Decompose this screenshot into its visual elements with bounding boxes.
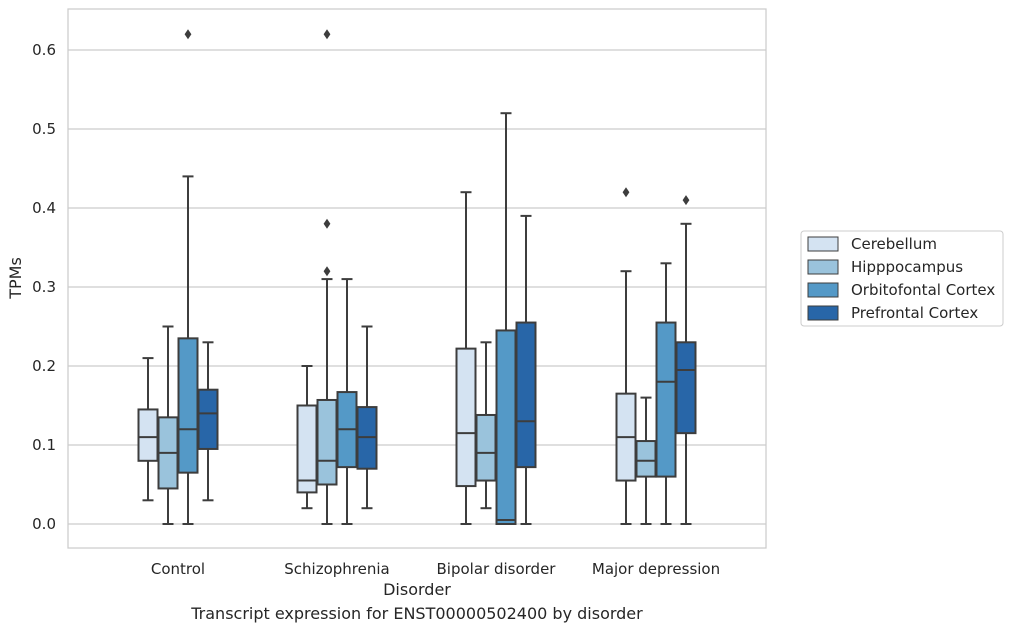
box-hipppocampus <box>316 29 338 525</box>
box-orbitofontal-cortex <box>495 112 517 526</box>
y-tick-label: 0.0 <box>32 515 56 533</box>
x-tick-labels: Control Schizophrenia Bipolar disorder Majo… <box>151 560 720 578</box>
box-body <box>296 404 318 494</box>
outlier-point <box>323 218 331 229</box>
box-orbitofontal-cortex <box>655 262 677 525</box>
box-body <box>316 398 338 486</box>
box-hipppocampus <box>635 396 657 525</box>
box-body <box>137 408 159 462</box>
legend-label: Hipppocampus <box>851 258 963 276</box>
legend-label: Cerebellum <box>851 235 937 253</box>
y-axis-label: TPMs <box>6 257 25 300</box>
boxes-layer <box>137 29 697 526</box>
box-body <box>475 413 497 482</box>
y-tick-label: 0.4 <box>32 199 56 217</box>
y-tick-label: 0.1 <box>32 436 56 454</box>
box-prefrontal-cortex <box>675 195 697 525</box>
outlier-point <box>323 29 331 40</box>
y-tick-label: 0.2 <box>32 357 56 375</box>
box-cerebellum <box>137 357 159 502</box>
x-axis-label: Disorder <box>383 580 451 599</box>
box-orbitofontal-cortex <box>336 278 358 525</box>
box-body <box>655 321 677 478</box>
box-orbitofontal-cortex <box>177 29 199 525</box>
y-tick-label: 0.5 <box>32 120 56 138</box>
x-tick-label: Major depression <box>592 560 720 578</box>
x-tick-label: Control <box>151 560 205 578</box>
y-tick-labels: 0.0 0.1 0.2 0.3 0.4 0.5 0.6 <box>32 41 56 533</box>
legend-swatch <box>807 305 839 321</box>
box-body <box>177 337 199 474</box>
box-cerebellum <box>455 191 477 525</box>
box-body <box>455 347 477 488</box>
box-body <box>675 341 697 435</box>
outlier-point <box>622 187 630 198</box>
legend-label: Orbitofontal Cortex <box>851 281 995 299</box>
outlier-point <box>184 29 192 40</box>
box-body <box>197 388 219 450</box>
box-hipppocampus <box>157 325 179 525</box>
box-cerebellum <box>615 187 637 525</box>
box-prefrontal-cortex <box>515 214 537 525</box>
figure-caption: Transcript expression for ENST0000050240… <box>191 604 643 623</box>
legend-frame <box>800 230 1004 327</box>
y-tick-label: 0.6 <box>32 41 56 59</box>
legend-swatch <box>807 282 839 298</box>
legend-swatch <box>807 236 839 252</box>
box-cerebellum <box>296 365 318 510</box>
x-tick-label: Schizophrenia <box>284 560 389 578</box>
box-hipppocampus <box>475 341 497 510</box>
legend-swatch <box>807 259 839 275</box>
box-body <box>495 329 517 526</box>
plot-frame <box>67 8 767 549</box>
y-tick-label: 0.3 <box>32 278 56 296</box>
box-body <box>515 321 537 469</box>
outlier-point <box>323 266 331 277</box>
x-tick-label: Bipolar disorder <box>437 560 557 578</box>
legend: Cerebellum Hipppocampus Orbitofontal Corte… <box>800 230 1004 327</box>
outlier-point <box>682 195 690 206</box>
box-prefrontal-cortex <box>197 341 219 502</box>
box-body <box>635 440 657 478</box>
box-prefrontal-cortex <box>356 325 378 510</box>
legend-label: Prefrontal Cortex <box>851 304 978 322</box>
